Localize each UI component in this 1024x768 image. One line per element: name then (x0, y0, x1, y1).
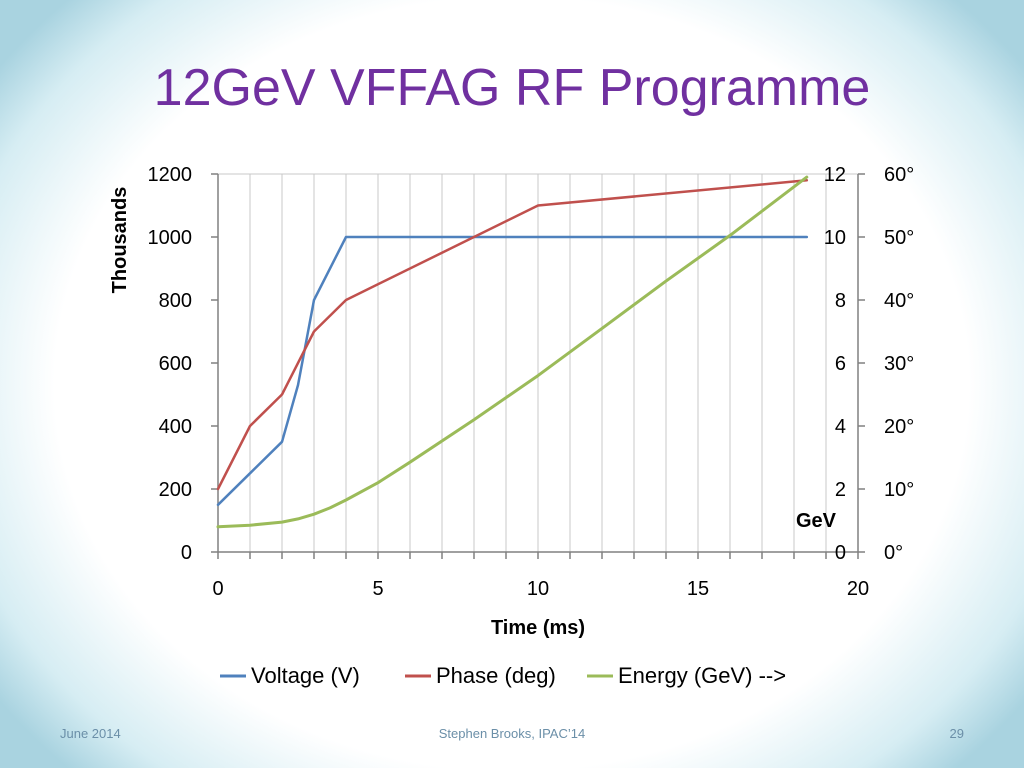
grid-lines (218, 173, 859, 552)
series-line-3 (216, 175, 809, 529)
y3-tick-label: 20° (884, 416, 914, 438)
series-line-2 (216, 179, 809, 491)
y-tick-label: 200 (159, 479, 192, 501)
y3-tick-label: 50° (884, 227, 914, 249)
y2-tick-label: 6 (835, 353, 846, 375)
x-tick-label: 10 (527, 578, 549, 600)
x-axis-label: Time (ms) (491, 617, 585, 639)
footer-author: Stephen Brooks, IPAC’14 (438, 726, 586, 741)
y2-tick-label: 0 (835, 542, 846, 564)
legend-label: Phase (deg) (436, 663, 556, 688)
y-axis-label: Thousands (109, 187, 131, 294)
x-tick-label: 5 (372, 578, 383, 600)
legend: Voltage (V) Phase (deg) Energy (GeV) --> (220, 663, 786, 688)
y-tick-label: 400 (159, 416, 192, 438)
y2-tick-label: 12 (824, 164, 846, 186)
x-tick-label: 0 (212, 578, 223, 600)
y2-tick-label: 8 (835, 290, 846, 312)
x-tick-label: 20 (847, 578, 869, 600)
y3-tick-label: 60° (884, 164, 914, 186)
y3-tick-label: 30° (884, 353, 914, 375)
footer-date: June 2014 (60, 726, 121, 741)
y-tick-label: 0 (181, 542, 192, 564)
y-tick-label: 600 (159, 353, 192, 375)
page-number: 29 (949, 726, 964, 741)
y-tick-label: 800 (159, 290, 192, 312)
slide-title: 12GeV VFFAG RF Programme (153, 59, 871, 117)
y2-tick-label: 4 (835, 416, 846, 438)
legend-label: Energy (GeV) --> (618, 663, 786, 688)
y2-tick-label: 2 (835, 479, 846, 501)
y3-tick-label: 10° (884, 479, 914, 501)
series-lines (216, 175, 809, 529)
y2-tick-label: 10 (824, 227, 846, 249)
tick-labels: 0200400600800100012000246810120°10°20°30… (148, 164, 915, 600)
y2-axis-unit-label: GeV (796, 510, 837, 532)
y-tick-label: 1000 (148, 227, 193, 249)
y3-tick-label: 0° (884, 542, 903, 564)
x-tick-label: 15 (687, 578, 709, 600)
y3-tick-label: 40° (884, 290, 914, 312)
series-line-1 (216, 235, 809, 507)
legend-label: Voltage (V) (251, 663, 360, 688)
y-tick-label: 1200 (148, 164, 193, 186)
